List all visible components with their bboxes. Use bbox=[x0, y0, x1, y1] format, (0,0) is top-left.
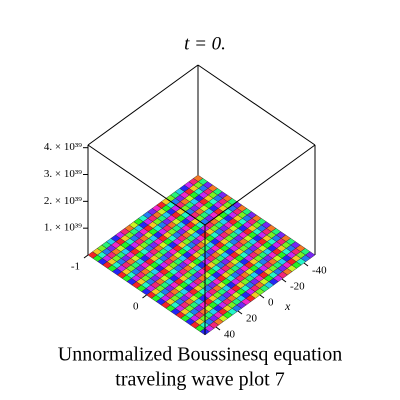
y-tick-label: -1 bbox=[71, 261, 80, 273]
caption: traveling wave plot 7 bbox=[115, 369, 284, 391]
caption: Unnormalized Boussinesq equation bbox=[58, 344, 342, 366]
y-tick bbox=[83, 254, 89, 259]
x-tick bbox=[303, 262, 309, 267]
box-edge bbox=[87, 64, 199, 146]
x-tick-label: -20 bbox=[290, 281, 305, 293]
z-tick-label: 2. × 10³⁹ bbox=[44, 195, 82, 207]
x-tick bbox=[237, 310, 243, 315]
box-edge bbox=[197, 64, 316, 146]
z-tick-label: 3. × 10³⁹ bbox=[44, 168, 82, 180]
x-tick-label: 40 bbox=[224, 329, 236, 341]
x-axis-label: x bbox=[284, 299, 291, 313]
x-tick-label: -40 bbox=[312, 265, 327, 277]
z-tick-label: 1. × 10³⁹ bbox=[44, 222, 82, 234]
z-tick-label: 4. × 10³⁹ bbox=[44, 141, 82, 153]
chart-title: t = 0. bbox=[184, 33, 226, 54]
x-tick-label: 20 bbox=[246, 313, 258, 325]
x-tick bbox=[281, 278, 287, 283]
x-tick-label: 0 bbox=[268, 297, 274, 309]
box-edge bbox=[204, 144, 316, 226]
surface-cell bbox=[305, 251, 316, 259]
y-tick bbox=[142, 294, 147, 299]
x-tick bbox=[215, 326, 221, 331]
y-tick-label: 0 bbox=[133, 301, 139, 313]
x-tick bbox=[259, 294, 265, 299]
box-edge bbox=[87, 144, 206, 226]
